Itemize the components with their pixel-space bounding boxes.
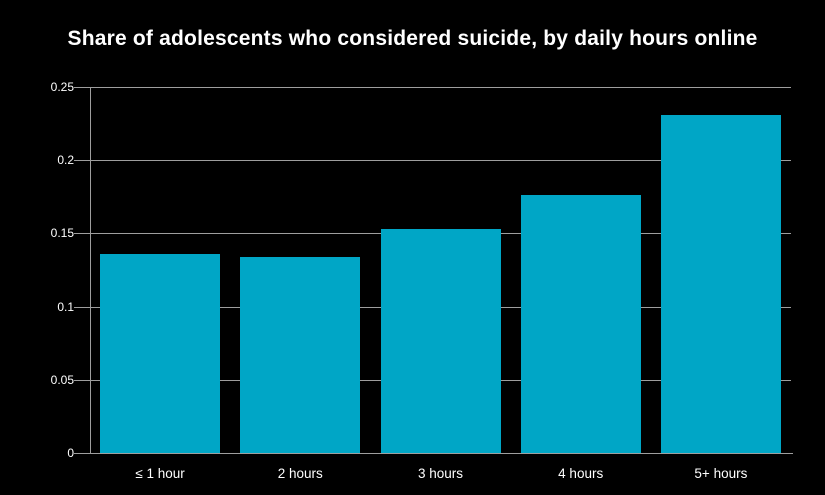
bar [380,229,501,453]
bar [240,256,361,453]
gridline [74,160,791,162]
x-tick-label: 2 hours [277,466,323,481]
plot-area: 0 0.05 0.1 0.15 0.2 0.25 ≤ 1 hour 2 hours 3 hou… [51,80,793,481]
y-tick-label: 0.25 [50,80,74,94]
y-axis-line [90,87,91,453]
y-tick-label: 0.05 [50,372,74,387]
y-tick-label: 0 [67,446,74,460]
y-tick-label: 0.2 [57,153,74,168]
x-tick-label: ≤ 1 hour [135,466,185,481]
x-axis-line [74,453,793,454]
x-tick-label: 4 hours [558,466,604,481]
gridline [74,87,791,88]
x-tick-label: 3 hours [417,466,463,481]
y-tick-label: 0.1 [57,299,74,314]
bar [520,195,641,453]
y-tick-label: 0.15 [50,226,74,241]
bar [660,114,781,453]
chart-title: Share of adolescents who considered suic… [67,27,758,50]
x-tick-label: 5+ hours [694,466,748,481]
bar [100,253,221,453]
